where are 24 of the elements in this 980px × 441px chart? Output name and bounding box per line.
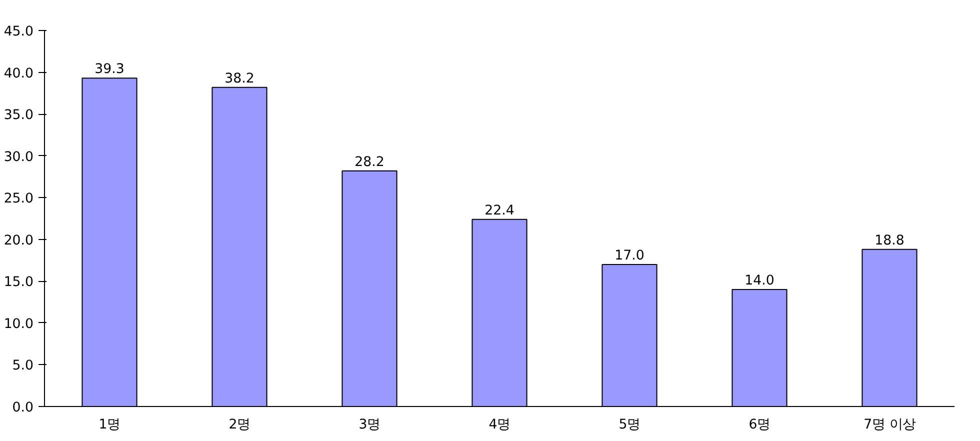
y-tick-label: 0.0 xyxy=(12,400,34,416)
data-label: 28.2 xyxy=(354,154,384,170)
data-label: 18.8 xyxy=(874,233,904,248)
y-tick-label: 25.0 xyxy=(4,192,34,207)
y-tick-label: 40.0 xyxy=(4,66,34,82)
y-tick-label: 20.0 xyxy=(4,233,34,248)
y-tick-label: 30.0 xyxy=(4,150,34,165)
x-tick-label: 1명 xyxy=(98,418,120,432)
x-tick-label: 6명 xyxy=(748,418,770,432)
y-tick-label: 5.0 xyxy=(12,358,34,374)
x-tick-label: 5명 xyxy=(618,418,640,432)
data-label: 39.3 xyxy=(94,62,124,78)
x-tick-label: 3명 xyxy=(358,418,380,432)
y-tick-label: 35.0 xyxy=(4,108,34,124)
x-tick-label: 2명 xyxy=(228,418,250,432)
data-label: 14.0 xyxy=(744,274,774,289)
x-tick-label: 7명 이상 xyxy=(864,418,916,432)
x-tick-label: 4명 xyxy=(488,418,510,432)
data-label: 22.4 xyxy=(484,203,514,218)
y-tick-label: 45.0 xyxy=(4,24,34,40)
y-tick-label: 10.0 xyxy=(4,316,34,332)
data-label: 38.2 xyxy=(224,71,254,86)
y-tick-label: 15.0 xyxy=(4,275,34,290)
data-label: 17.0 xyxy=(614,248,644,264)
